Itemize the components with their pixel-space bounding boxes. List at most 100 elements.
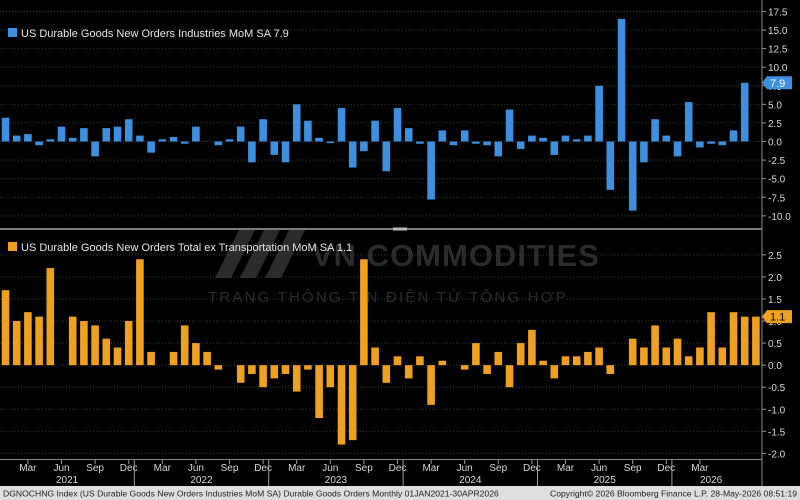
x-year-label: 2023 <box>325 475 348 486</box>
bottom-bars <box>1 259 760 445</box>
bot-bar <box>371 347 379 366</box>
top-bar <box>24 134 32 142</box>
bot-bar <box>427 365 435 405</box>
bot-bar <box>304 365 312 370</box>
bot-bar <box>348 365 357 441</box>
x-month-label: Mar <box>691 463 709 474</box>
bot-bar <box>281 365 290 374</box>
top-bar <box>337 108 346 142</box>
top-bar <box>57 126 66 142</box>
bot-bar <box>35 316 43 366</box>
top-bar <box>214 141 223 146</box>
bot-bar <box>315 365 323 419</box>
bot-bar <box>696 347 704 366</box>
top-last-value-marker: 7.9 <box>762 76 792 90</box>
bot-bar <box>595 347 603 366</box>
bot-bar <box>180 325 189 366</box>
bot-bar <box>12 321 21 366</box>
top-bar <box>539 137 547 142</box>
top-bar <box>427 141 435 200</box>
footer-source: DGNOCHNG Index (US Durable Goods New Ord… <box>3 489 499 499</box>
bot-bar <box>326 365 335 388</box>
watermark: VN COMMODITIES TRANG THÔNG TIN ĐIỆN TỬ T… <box>208 228 599 306</box>
bot-y-tick-label: -1.5 <box>768 427 786 438</box>
bot-bar <box>483 365 491 374</box>
bot-bar <box>494 351 503 366</box>
top-y-tick-label: -10.0 <box>768 212 791 223</box>
x-year-label: 2021 <box>56 475 79 486</box>
bot-bar <box>651 325 659 366</box>
top-bar <box>449 141 458 146</box>
bot-bar <box>729 312 738 366</box>
bot-y-tick-label: -1.0 <box>768 405 786 416</box>
bot-y-tick-label: 0.0 <box>768 361 782 372</box>
x-month-label: Jun <box>188 463 204 474</box>
x-year-label: 2026 <box>700 475 723 486</box>
bot-bar <box>1 290 10 366</box>
top-bar <box>12 135 21 142</box>
top-bar <box>259 119 267 142</box>
top-bar <box>326 141 335 144</box>
x-month-label: Jun <box>591 463 607 474</box>
top-bar <box>236 126 245 142</box>
top-bar <box>35 141 43 146</box>
bot-bar <box>572 356 581 366</box>
top-y-tick-label: 10.0 <box>768 63 788 74</box>
top-bar <box>505 109 514 142</box>
bot-bar <box>136 259 144 366</box>
top-bar <box>248 141 256 163</box>
x-month-label: Sep <box>86 463 104 474</box>
bot-bar <box>584 351 592 366</box>
top-y-tick-label: 15.0 <box>768 26 788 37</box>
bot-bar <box>292 365 301 392</box>
top-bar <box>595 85 603 142</box>
top-legend-text: US Durable Goods New Orders Industries M… <box>21 28 289 40</box>
x-year-label: 2025 <box>594 475 617 486</box>
top-bar <box>662 135 671 142</box>
x-month-label: Dec <box>120 463 138 474</box>
top-y-tick-label: -7.5 <box>768 193 786 204</box>
top-bar <box>707 141 715 144</box>
top-bar <box>315 137 323 142</box>
top-bar <box>348 141 357 168</box>
top-bar <box>561 135 570 142</box>
watermark-subtitle: TRANG THÔNG TIN ĐIỆN TỬ TỔNG HỢP <box>208 288 568 306</box>
bot-bar <box>752 316 760 366</box>
top-bar <box>550 141 559 155</box>
bottom-last-value-marker: 1.1 <box>762 310 792 324</box>
x-month-label: Dec <box>523 463 541 474</box>
x-month-label: Mar <box>288 463 306 474</box>
top-y-tick-label: -5.0 <box>768 175 786 186</box>
x-month-label: Dec <box>657 463 675 474</box>
bot-bar <box>360 259 368 366</box>
top-bar <box>460 130 469 142</box>
top-bar <box>270 141 279 155</box>
x-axis: Mar Jun Sep Dec Mar Jun Sep Dec Mar Jun Sep Dec Mar J… <box>0 459 762 486</box>
top-bar <box>169 137 178 142</box>
top-bar <box>651 119 659 142</box>
top-bar <box>158 139 167 142</box>
top-bar <box>729 130 738 142</box>
watermark-logo-mark <box>215 228 306 278</box>
top-bar <box>136 135 144 142</box>
x-month-label: Mar <box>154 463 172 474</box>
x-year-label: 2022 <box>190 475 213 486</box>
top-bar <box>382 141 391 172</box>
bot-y-tick-label: 0.5 <box>768 339 782 350</box>
top-bar <box>68 137 77 142</box>
x-month-label: Sep <box>489 463 507 474</box>
top-bar <box>696 141 704 148</box>
bot-bar <box>416 356 424 366</box>
top-bar <box>393 108 402 142</box>
bot-bar <box>740 316 749 366</box>
top-bar <box>113 126 122 142</box>
top-bar <box>483 141 491 146</box>
top-bar <box>124 119 133 142</box>
bot-bar <box>561 356 570 366</box>
bot-bar <box>248 365 256 374</box>
bot-bar <box>124 321 133 366</box>
x-month-label: Sep <box>355 463 373 474</box>
top-bar <box>572 139 581 142</box>
